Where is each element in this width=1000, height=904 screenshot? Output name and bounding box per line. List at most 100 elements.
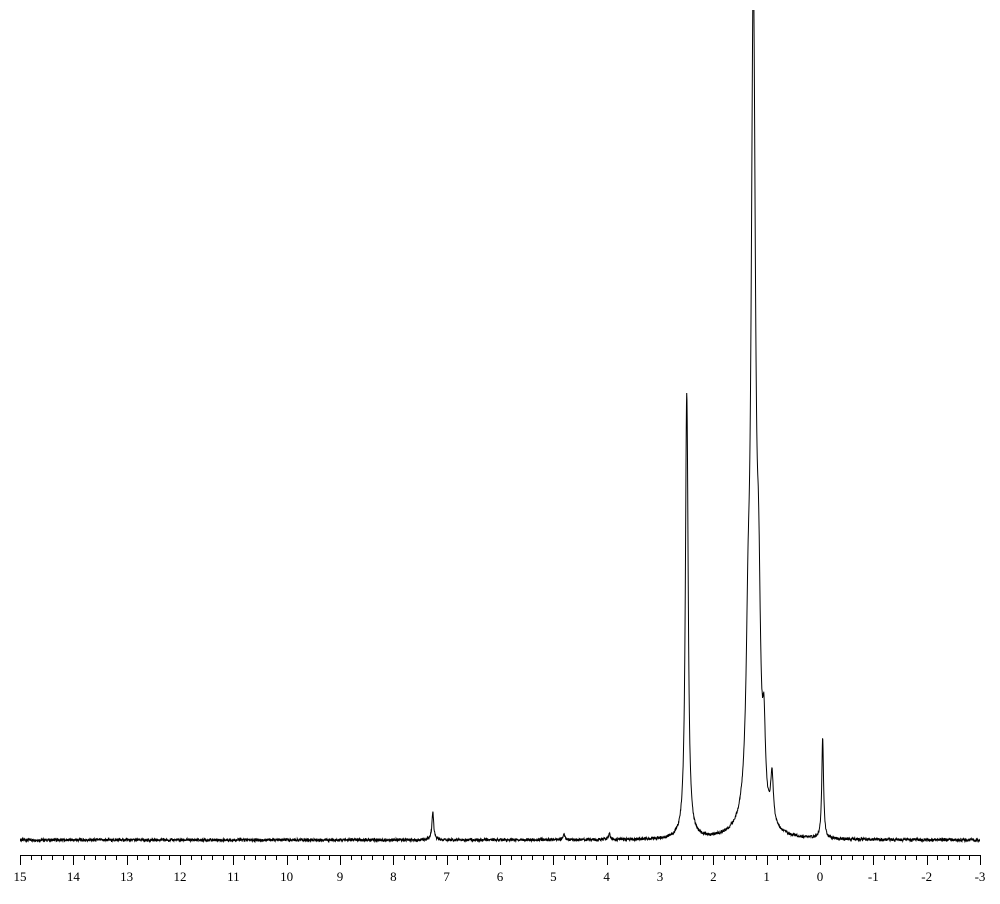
- tick-label: 2: [710, 869, 717, 885]
- tick-label: 9: [337, 869, 344, 885]
- minor-tick: [969, 855, 970, 860]
- major-tick: [180, 855, 181, 865]
- minor-tick: [788, 855, 789, 860]
- minor-tick: [479, 855, 480, 860]
- minor-tick: [511, 855, 512, 860]
- minor-tick: [31, 855, 32, 860]
- minor-tick: [639, 855, 640, 860]
- minor-tick: [191, 855, 192, 860]
- minor-tick: [255, 855, 256, 860]
- minor-tick: [703, 855, 704, 860]
- minor-tick: [415, 855, 416, 860]
- minor-tick: [916, 855, 917, 860]
- minor-tick: [319, 855, 320, 860]
- minor-tick: [841, 855, 842, 860]
- tick-label: -3: [975, 869, 986, 885]
- minor-tick: [681, 855, 682, 860]
- minor-tick: [244, 855, 245, 860]
- major-tick: [127, 855, 128, 865]
- minor-tick: [212, 855, 213, 860]
- tick-label: 13: [120, 869, 133, 885]
- minor-tick: [532, 855, 533, 860]
- major-tick: [73, 855, 74, 865]
- tick-label: -2: [921, 869, 932, 885]
- minor-tick: [351, 855, 352, 860]
- minor-tick: [948, 855, 949, 860]
- tick-label: -1: [868, 869, 879, 885]
- minor-tick: [575, 855, 576, 860]
- spectrum-path: [20, 10, 980, 841]
- minor-tick: [831, 855, 832, 860]
- minor-tick: [468, 855, 469, 860]
- minor-tick: [649, 855, 650, 860]
- minor-tick: [884, 855, 885, 860]
- tick-label: 3: [657, 869, 664, 885]
- minor-tick: [372, 855, 373, 860]
- major-tick: [20, 855, 21, 865]
- major-tick: [820, 855, 821, 865]
- minor-tick: [735, 855, 736, 860]
- tick-label: 10: [280, 869, 293, 885]
- tick-label: 6: [497, 869, 504, 885]
- major-tick: [500, 855, 501, 865]
- major-tick: [447, 855, 448, 865]
- minor-tick: [116, 855, 117, 860]
- major-tick: [553, 855, 554, 865]
- minor-tick: [905, 855, 906, 860]
- major-tick: [713, 855, 714, 865]
- tick-label: 1: [763, 869, 770, 885]
- minor-tick: [799, 855, 800, 860]
- tick-label: 15: [14, 869, 27, 885]
- major-tick: [340, 855, 341, 865]
- major-tick: [767, 855, 768, 865]
- minor-tick: [756, 855, 757, 860]
- minor-tick: [564, 855, 565, 860]
- major-tick: [660, 855, 661, 865]
- minor-tick: [84, 855, 85, 860]
- major-tick: [873, 855, 874, 865]
- major-tick: [607, 855, 608, 865]
- tick-label: 11: [227, 869, 240, 885]
- minor-tick: [404, 855, 405, 860]
- nmr-plot: [20, 10, 980, 855]
- minor-tick: [265, 855, 266, 860]
- major-tick: [287, 855, 288, 865]
- minor-tick: [159, 855, 160, 860]
- minor-tick: [361, 855, 362, 860]
- minor-tick: [148, 855, 149, 860]
- tick-label: 7: [443, 869, 450, 885]
- minor-tick: [489, 855, 490, 860]
- minor-tick: [543, 855, 544, 860]
- minor-tick: [959, 855, 960, 860]
- minor-tick: [169, 855, 170, 860]
- minor-tick: [223, 855, 224, 860]
- minor-tick: [137, 855, 138, 860]
- minor-tick: [937, 855, 938, 860]
- minor-tick: [457, 855, 458, 860]
- minor-tick: [617, 855, 618, 860]
- minor-tick: [105, 855, 106, 860]
- minor-tick: [585, 855, 586, 860]
- tick-label: 4: [603, 869, 610, 885]
- tick-label: 8: [390, 869, 397, 885]
- minor-tick: [809, 855, 810, 860]
- minor-tick: [52, 855, 53, 860]
- major-tick: [233, 855, 234, 865]
- minor-tick: [895, 855, 896, 860]
- major-tick: [927, 855, 928, 865]
- minor-tick: [201, 855, 202, 860]
- minor-tick: [425, 855, 426, 860]
- minor-tick: [628, 855, 629, 860]
- tick-label: 0: [817, 869, 824, 885]
- tick-label: 12: [174, 869, 187, 885]
- minor-tick: [276, 855, 277, 860]
- minor-tick: [41, 855, 42, 860]
- minor-tick: [329, 855, 330, 860]
- minor-tick: [852, 855, 853, 860]
- tick-label: 14: [67, 869, 80, 885]
- minor-tick: [436, 855, 437, 860]
- minor-tick: [745, 855, 746, 860]
- minor-tick: [596, 855, 597, 860]
- minor-tick: [671, 855, 672, 860]
- minor-tick: [95, 855, 96, 860]
